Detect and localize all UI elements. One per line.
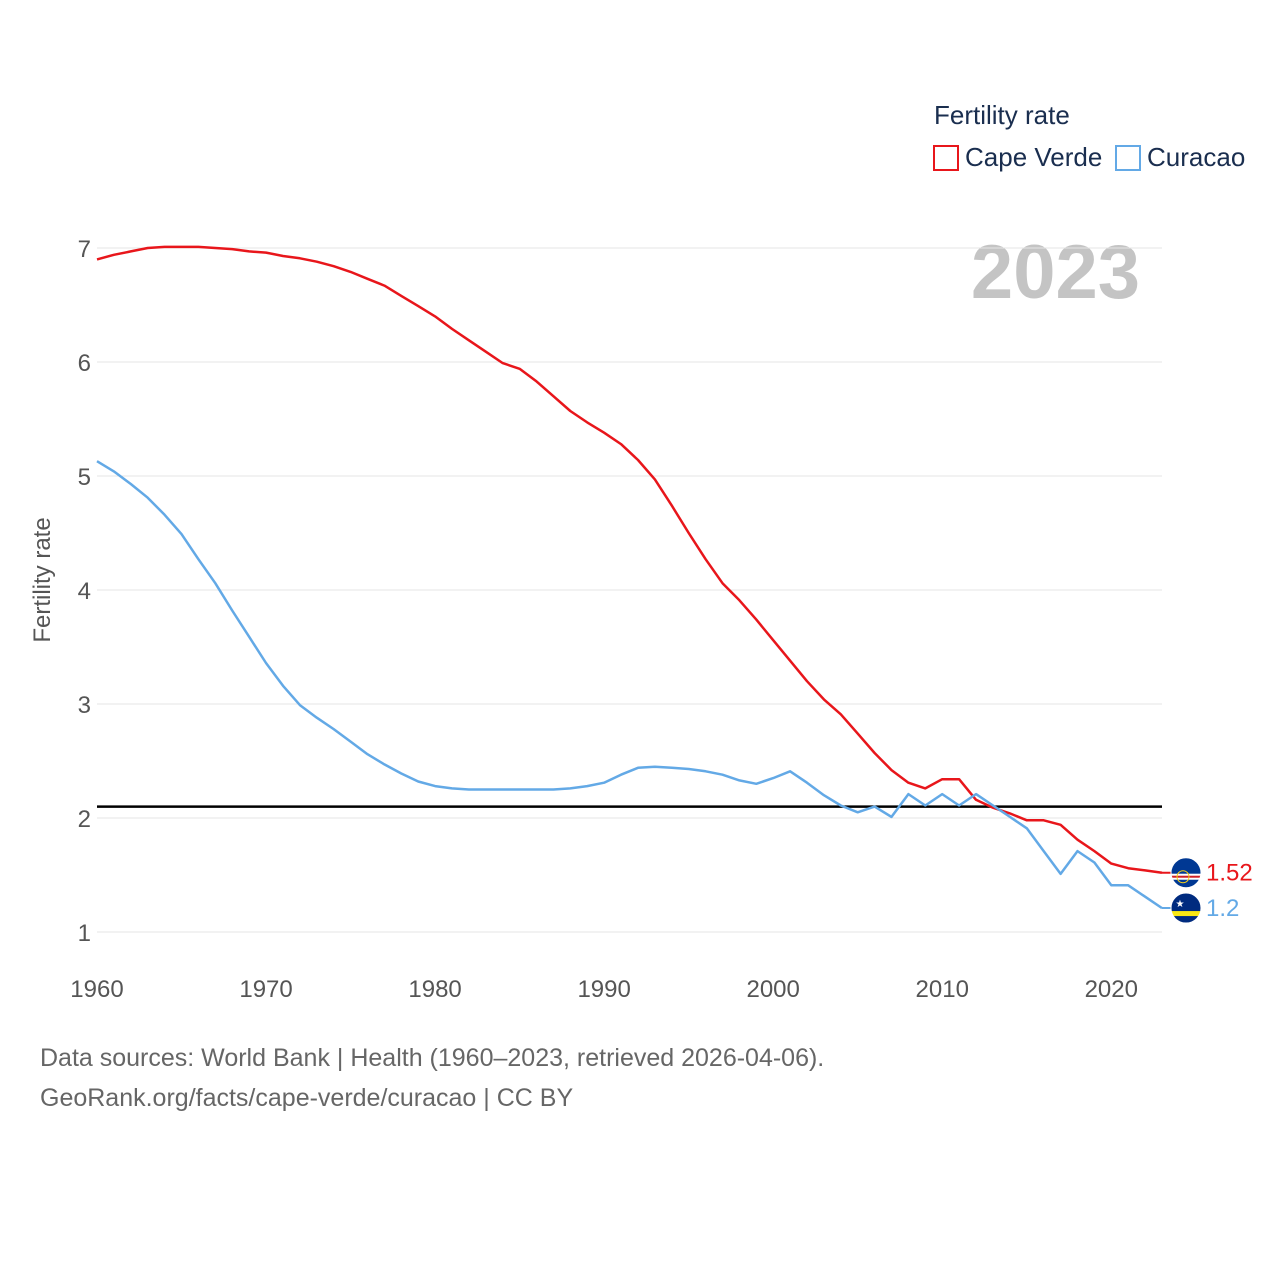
- series-line-curacao[interactable]: [96, 460, 1163, 910]
- y-tick-label: 1: [78, 920, 91, 947]
- series-lines: [96, 245, 1163, 910]
- gridlines: [97, 247, 1162, 933]
- x-tick-label: 2020: [1085, 976, 1138, 1003]
- y-axis-ticks: 1 2 3 4 5 6 7: [78, 236, 91, 947]
- series-line-cape-verde[interactable]: [96, 245, 1163, 874]
- legend: Fertility rate Cape Verde Curacao: [933, 100, 1245, 172]
- fertility-rate-chart: Fertility rate Cape Verde Curacao 2023 F…: [29, 100, 1253, 1003]
- legend-label-curacao[interactable]: Curacao: [1147, 142, 1245, 172]
- curacao-flag-icon: ★: [1170, 892, 1202, 924]
- legend-swatch-curacao[interactable]: [1115, 145, 1141, 171]
- cape-verde-flag-icon: [1170, 857, 1202, 889]
- legend-swatch-cape-verde[interactable]: [933, 145, 959, 171]
- y-tick-label: 3: [78, 692, 91, 719]
- x-tick-label: 2010: [916, 976, 969, 1003]
- x-axis-ticks: 1960 1970 1980 1990 2000 2010 2020: [70, 976, 1138, 1003]
- x-tick-label: 2000: [746, 976, 799, 1003]
- x-tick-label: 1960: [70, 976, 123, 1003]
- y-tick-label: 6: [78, 350, 91, 377]
- svg-text:★: ★: [1176, 899, 1185, 910]
- x-tick-label: 1970: [239, 976, 292, 1003]
- y-tick-label: 2: [78, 806, 91, 833]
- legend-label-cape-verde[interactable]: Cape Verde: [965, 142, 1102, 172]
- series-end-value: 1.52: [1206, 860, 1253, 887]
- y-tick-label: 7: [78, 236, 91, 263]
- y-tick-label: 5: [78, 464, 91, 491]
- x-tick-label: 1980: [408, 976, 461, 1003]
- series-end-value: 1.2: [1206, 895, 1239, 922]
- footer-attribution[interactable]: GeoRank.org/facts/cape-verde/curacao | C…: [40, 1084, 574, 1112]
- footer-sources: Data sources: World Bank | Health (1960–…: [40, 1044, 825, 1072]
- legend-title: Fertility rate: [934, 100, 1070, 130]
- x-tick-label: 1990: [577, 976, 630, 1003]
- year-label: 2023: [971, 230, 1140, 315]
- y-tick-label: 4: [78, 578, 91, 605]
- y-axis-title: Fertility rate: [29, 517, 56, 642]
- series-end-markers: 1.52 ★ 1.2: [1162, 857, 1253, 924]
